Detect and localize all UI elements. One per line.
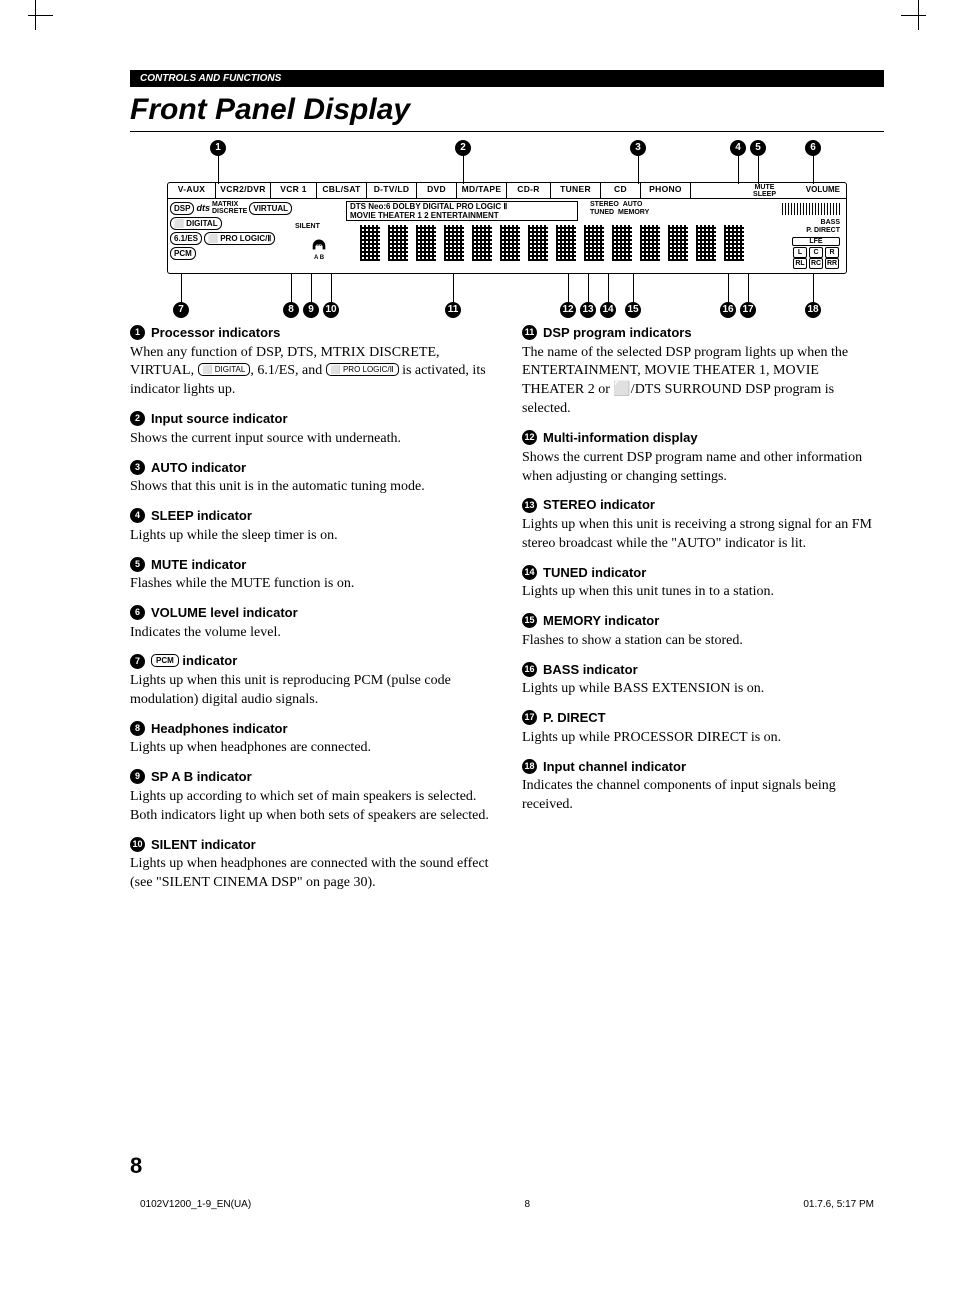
source-md/tape: MD/TAPE bbox=[457, 183, 507, 198]
callout-3: 3 bbox=[630, 140, 646, 156]
item-4: 4SLEEP indicatorLights up while the slee… bbox=[130, 507, 492, 545]
callout-14: 14 bbox=[600, 302, 616, 318]
left-column: 1Processor indicatorsWhen any function o… bbox=[130, 324, 492, 903]
midbox-line2: MOVIE THEATER 1 2 ENTERTAINMENT bbox=[350, 211, 574, 220]
right-column: 11DSP program indicatorsThe name of the … bbox=[522, 324, 884, 903]
source-cbl/sat: CBL/SAT bbox=[317, 183, 367, 198]
item-8: 8Headphones indicatorLights up when head… bbox=[130, 720, 492, 758]
callout-5: 5 bbox=[750, 140, 766, 156]
footer-left: 0102V1200_1-9_EN(UA) bbox=[140, 1199, 251, 1210]
multi-info-display bbox=[360, 225, 760, 261]
callout-4: 4 bbox=[730, 140, 746, 156]
callout-18: 18 bbox=[805, 302, 821, 318]
midbox-line1: DTS Neo:6 DOLBY DIGITAL PRO LOGIC Ⅱ bbox=[350, 202, 574, 211]
item-12: 12Multi-information displayShows the cur… bbox=[522, 429, 884, 486]
source-dvd: DVD bbox=[417, 183, 457, 198]
footer-right: 01.7.6, 5:17 PM bbox=[803, 1199, 874, 1210]
source-vcr2/dvr: VCR2/DVR bbox=[216, 183, 271, 198]
item-14: 14TUNED indicatorLights up when this uni… bbox=[522, 564, 884, 602]
item-6: 6VOLUME level indicatorIndicates the vol… bbox=[130, 604, 492, 642]
item-16: 16BASS indicatorLights up while BASS EXT… bbox=[522, 661, 884, 699]
item-1: 1Processor indicatorsWhen any function o… bbox=[130, 324, 492, 400]
item-7: 7PCM indicatorLights up when this unit i… bbox=[130, 652, 492, 709]
dsp-program-box: DTS Neo:6 DOLBY DIGITAL PRO LOGIC Ⅱ MOVI… bbox=[346, 201, 578, 221]
callout-1: 1 bbox=[210, 140, 226, 156]
mute-sleep: MUTESLEEP bbox=[753, 184, 776, 198]
callout-13: 13 bbox=[580, 302, 596, 318]
dsp-row: DSP dts MATRIXDISCRETE VIRTUAL bbox=[170, 201, 292, 215]
callout-7: 7 bbox=[173, 302, 189, 318]
item-5: 5MUTE indicatorFlashes while the MUTE fu… bbox=[130, 556, 492, 594]
tuner-status: STEREO AUTO TUNED MEMORY bbox=[590, 201, 649, 217]
item-13: 13STEREO indicatorLights up when this un… bbox=[522, 496, 884, 553]
section-header: CONTROLS AND FUNCTIONS bbox=[130, 70, 884, 87]
matrix-label: MATRIXDISCRETE bbox=[212, 201, 247, 215]
item-17: 17P. DIRECTLights up while PROCESSOR DIR… bbox=[522, 709, 884, 747]
source-d-tv/ld: D-TV/LD bbox=[367, 183, 417, 198]
page-title: Front Panel Display bbox=[130, 93, 884, 132]
source-cd-r: CD-R bbox=[507, 183, 551, 198]
item-18: 18Input channel indicatorIndicates the c… bbox=[522, 758, 884, 815]
channel-indicator: LFE LCR RLRCRR bbox=[792, 237, 840, 269]
headphone-icon: SP A B bbox=[310, 235, 328, 253]
dsp-tag: DSP bbox=[170, 202, 194, 215]
callout-8: 8 bbox=[283, 302, 299, 318]
volume-meter bbox=[782, 203, 840, 215]
bass-pdirect: BASSP. DIRECT bbox=[806, 219, 840, 235]
callout-15: 15 bbox=[625, 302, 641, 318]
svg-text:SP: SP bbox=[316, 244, 322, 249]
virtual-tag: VIRTUAL bbox=[249, 202, 292, 215]
volume-label: VOLUME bbox=[806, 185, 840, 194]
item-15: 15MEMORY indicatorFlashes to show a stat… bbox=[522, 612, 884, 650]
callout-12: 12 bbox=[560, 302, 576, 318]
callout-9: 9 bbox=[303, 302, 319, 318]
callout-6: 6 bbox=[805, 140, 821, 156]
page-number: 8 bbox=[130, 1153, 884, 1179]
footer: 0102V1200_1-9_EN(UA) 8 01.7.6, 5:17 PM bbox=[130, 1199, 884, 1210]
callout-16: 16 bbox=[720, 302, 736, 318]
source-row: V-AUXVCR2/DVRVCR 1CBL/SATD-TV/LDDVDMD/TA… bbox=[168, 183, 846, 199]
source-v-aux: V-AUX bbox=[168, 183, 216, 198]
item-11: 11DSP program indicatorsThe name of the … bbox=[522, 324, 884, 419]
callout-2: 2 bbox=[455, 140, 471, 156]
source-tuner: TUNER bbox=[551, 183, 601, 198]
callout-17: 17 bbox=[740, 302, 756, 318]
silent-label: SILENT bbox=[295, 223, 320, 230]
page: CONTROLS AND FUNCTIONS Front Panel Displ… bbox=[0, 0, 954, 1250]
front-panel-diagram: V-AUXVCR2/DVRVCR 1CBL/SATD-TV/LDDVDMD/TA… bbox=[167, 182, 847, 274]
source-vcr 1: VCR 1 bbox=[271, 183, 317, 198]
processor-tags: ⬜ DIGITAL 6.1/ES⬜ PRO LOGIC/Ⅱ PCM bbox=[170, 217, 275, 262]
item-9: 9SP A B indicatorLights up according to … bbox=[130, 768, 492, 825]
descriptions: 1Processor indicatorsWhen any function o… bbox=[130, 324, 884, 903]
footer-center: 8 bbox=[525, 1199, 531, 1210]
item-3: 3AUTO indicatorShows that this unit is i… bbox=[130, 459, 492, 497]
item-2: 2Input source indicatorShows the current… bbox=[130, 410, 492, 448]
callout-10: 10 bbox=[323, 302, 339, 318]
callout-11: 11 bbox=[445, 302, 461, 318]
item-10: 10SILENT indicatorLights up when headpho… bbox=[130, 836, 492, 893]
dts-label: dts bbox=[196, 203, 210, 213]
source-cd: CD bbox=[601, 183, 641, 198]
source-phono: PHONO bbox=[641, 183, 691, 198]
